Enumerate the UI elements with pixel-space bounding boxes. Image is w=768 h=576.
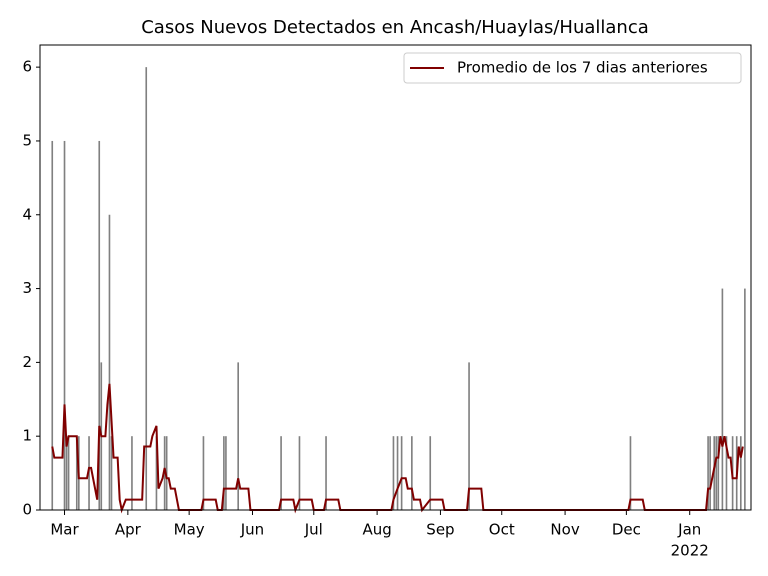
bar bbox=[707, 436, 709, 510]
bar bbox=[717, 436, 720, 510]
bar bbox=[51, 140, 54, 510]
bar bbox=[237, 362, 239, 510]
bar bbox=[709, 436, 711, 510]
bar bbox=[739, 436, 742, 510]
bar bbox=[715, 436, 718, 510]
x-tick-label: Jun bbox=[240, 521, 264, 539]
legend-label: Promedio de los 7 dias anteriores bbox=[457, 59, 708, 77]
y-tick-label: 0 bbox=[22, 501, 32, 519]
bar bbox=[400, 436, 403, 510]
y-tick-label: 6 bbox=[22, 58, 32, 76]
bar bbox=[721, 288, 724, 510]
bar bbox=[325, 436, 327, 510]
bar bbox=[223, 436, 225, 510]
bar bbox=[744, 288, 746, 510]
bar bbox=[145, 67, 148, 511]
plot-frame bbox=[39, 44, 752, 511]
bar bbox=[108, 214, 111, 510]
bar bbox=[298, 436, 301, 510]
y-tick-label: 5 bbox=[22, 131, 32, 149]
x-tick-label: Aug bbox=[362, 521, 391, 539]
bar bbox=[725, 436, 728, 510]
bar bbox=[202, 436, 205, 510]
bar bbox=[65, 436, 68, 510]
bar bbox=[75, 436, 78, 510]
bar bbox=[225, 436, 227, 510]
y-tick-label: 4 bbox=[22, 205, 32, 223]
bar bbox=[88, 436, 90, 510]
bar bbox=[63, 140, 66, 510]
chart-title: Casos Nuevos Detectados en Ancash/Huayla… bbox=[141, 17, 649, 38]
x-tick-label: Jan bbox=[677, 521, 701, 539]
x-tick-label: Mar bbox=[50, 521, 79, 539]
x-tick-label: Dec bbox=[612, 521, 641, 539]
bar bbox=[98, 140, 101, 510]
x-tick-label: May bbox=[174, 521, 205, 539]
bar bbox=[713, 436, 716, 510]
x-tick-label: Nov bbox=[550, 521, 579, 539]
y-tick-label: 1 bbox=[22, 427, 32, 445]
y-tick-label: 3 bbox=[22, 279, 32, 297]
bar bbox=[163, 436, 166, 510]
bar bbox=[411, 436, 413, 510]
bar bbox=[110, 436, 113, 510]
bar bbox=[67, 436, 70, 510]
legend-box bbox=[403, 52, 742, 84]
x-year-label: 2022 bbox=[671, 542, 709, 560]
bar bbox=[165, 436, 168, 510]
x-tick-label: Apr bbox=[115, 521, 142, 539]
bar bbox=[392, 436, 395, 510]
bar bbox=[629, 436, 632, 510]
bar bbox=[429, 436, 432, 510]
bar bbox=[131, 436, 133, 510]
bar bbox=[155, 436, 158, 510]
x-tick-label: Oct bbox=[489, 521, 515, 539]
x-tick-label: Sep bbox=[426, 521, 454, 539]
x-tick-label: Jul bbox=[304, 521, 323, 539]
bar bbox=[280, 436, 282, 510]
y-tick-label: 2 bbox=[22, 353, 32, 371]
legend: Promedio de los 7 dias anteriores bbox=[403, 52, 742, 84]
bar bbox=[396, 436, 399, 510]
bar bbox=[468, 362, 470, 510]
